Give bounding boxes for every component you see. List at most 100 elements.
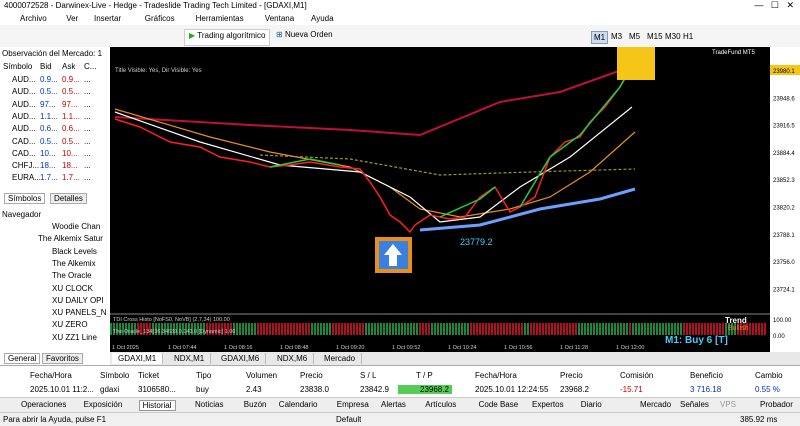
order-button[interactable]: ⊞ Nueva Orden: [276, 30, 333, 39]
histogram-bar: [335, 323, 337, 335]
sub-axis-label: 0.00: [773, 334, 785, 340]
navigator-item[interactable]: The Alkemix: [52, 258, 96, 268]
navigator-item[interactable]: XU ZERO: [52, 320, 88, 330]
time-label: 1 Oct 08:16: [224, 345, 252, 351]
menu-item[interactable]: Insertar: [94, 14, 122, 23]
cell: 10...: [40, 148, 56, 158]
histogram-bar: [656, 323, 658, 335]
navigator-item[interactable]: Woodie Chan: [52, 222, 101, 231]
algo-button[interactable]: ▶ Trading algorítmico: [184, 29, 271, 46]
service-tab[interactable]: Mercado: [640, 400, 672, 409]
histogram-bar: [752, 323, 754, 335]
toolbox-tab[interactable]: Expertos: [532, 400, 564, 409]
toolbox-tab[interactable]: Historial: [138, 400, 176, 411]
menu-item[interactable]: Archivo: [20, 14, 47, 23]
histogram-bar: [761, 323, 763, 335]
navigator-item[interactable]: The Alkemix Satur: [38, 234, 103, 244]
histogram-bar: [461, 323, 463, 335]
menu-item[interactable]: Ventana: [264, 14, 295, 23]
histogram-bar: [548, 323, 550, 335]
timeframe[interactable]: M5: [629, 32, 641, 41]
signal: M1: Buy 6 [T]: [665, 335, 728, 346]
menu-item[interactable]: Herramientas: [195, 14, 244, 23]
navigator-item[interactable]: XU ZZ1 Line: [52, 332, 97, 342]
timeframe[interactable]: M15: [647, 32, 663, 41]
time-label: 1 Oct 09:20: [336, 345, 364, 351]
histogram-bar: [575, 323, 577, 335]
histogram-bar: [503, 323, 505, 335]
histogram-bar: [521, 323, 523, 335]
time-label: 1 Oct 10:56: [504, 345, 532, 351]
panel-tab[interactable]: General: [4, 353, 41, 364]
navigator-item[interactable]: Black Levels: [52, 246, 97, 256]
histogram-bar: [338, 323, 340, 335]
timeframe[interactable]: H1: [683, 32, 694, 41]
histogram-bar: [182, 323, 184, 335]
price-highlight: [770, 65, 800, 75]
histogram-bar: [434, 323, 436, 335]
trend-state: Bullish: [728, 325, 749, 332]
histogram-bar: [689, 323, 691, 335]
histogram-bar: [758, 323, 760, 335]
panel-tab[interactable]: Favoritos: [42, 353, 83, 364]
service-tab[interactable]: Señales: [680, 400, 709, 409]
cell: 0.5...: [62, 136, 80, 146]
price-label: 23724.1: [773, 287, 795, 293]
histogram-bar: [167, 323, 169, 335]
histogram-bar: [665, 323, 667, 335]
time-label: 1 Oct 11:28: [560, 345, 588, 351]
histogram-bar: [608, 323, 610, 335]
histogram-bar: [632, 323, 634, 335]
toolbox-tab[interactable]: Buzón: [243, 400, 267, 409]
toolbox-tab[interactable]: Operaciones: [21, 400, 67, 409]
chart-tab[interactable]: Mercado: [318, 353, 363, 364]
toolbox-tab[interactable]: Artículos: [425, 400, 457, 409]
chart: Title Visible: Yes, Dir Visible: Yes Tra…: [110, 47, 800, 352]
toolbox-tab[interactable]: Noticias: [195, 400, 224, 409]
histogram-bar: [533, 323, 535, 335]
toolbox-tab[interactable]: Exposición: [83, 400, 123, 409]
column-header: Cambio: [755, 371, 783, 380]
toolbox-tab[interactable]: Empresa: [336, 400, 369, 409]
menu-item[interactable]: Ayuda: [311, 14, 334, 23]
navigator-item[interactable]: XU PANELS_N: [52, 308, 107, 318]
timeframe[interactable]: M1: [591, 31, 609, 44]
chart-tab[interactable]: GDAXI,M6: [215, 353, 267, 364]
toolbox-tab[interactable]: Calendario: [278, 400, 318, 409]
histogram-bar: [644, 323, 646, 335]
panel-tab[interactable]: Símbolos: [4, 193, 46, 204]
histogram-bar: [587, 323, 589, 335]
navigator-item[interactable]: XU CLOCK: [52, 283, 93, 293]
toolbox-tab[interactable]: Code Base: [478, 400, 519, 409]
menu-item[interactable]: Gráficos: [144, 14, 175, 23]
histogram-bar: [491, 323, 493, 335]
histogram-bar: [122, 323, 124, 335]
toolbox-tab[interactable]: Alertas: [381, 400, 406, 409]
histogram-bar: [437, 323, 439, 335]
timeframe[interactable]: M3: [611, 32, 623, 41]
cell: ...: [84, 99, 91, 109]
navigator-item[interactable]: XU DAILY OPI: [52, 295, 104, 305]
histogram-bar: [425, 323, 427, 335]
histogram-bar: [380, 323, 382, 335]
histogram-bar: [287, 323, 289, 335]
chart-tab[interactable]: GDAXI,M1: [112, 353, 164, 364]
service-tab[interactable]: VPS: [720, 400, 737, 409]
navigator-item[interactable]: The Oracle: [52, 271, 92, 281]
menu-item[interactable]: Ver: [66, 14, 79, 23]
price-label: 23916.5: [773, 124, 795, 130]
panel-tab[interactable]: Detalles: [50, 193, 87, 204]
histogram-bar: [389, 323, 391, 335]
toolbox-tab[interactable]: Diario: [580, 400, 602, 409]
histogram-bar: [473, 323, 475, 335]
histogram-bar: [293, 323, 295, 335]
histogram-bar: [764, 323, 766, 335]
histogram-bar: [119, 323, 121, 335]
timeframe[interactable]: M30: [665, 32, 681, 41]
window-controls[interactable]: — ☐ ✕: [754, 0, 794, 10]
cell: ...: [84, 173, 91, 183]
symbol: AUD...: [12, 99, 36, 109]
chart-tab[interactable]: NDX,M6: [271, 353, 315, 364]
chart-tab[interactable]: NDX,M1: [168, 353, 212, 364]
service-tab[interactable]: Probador: [760, 400, 793, 409]
